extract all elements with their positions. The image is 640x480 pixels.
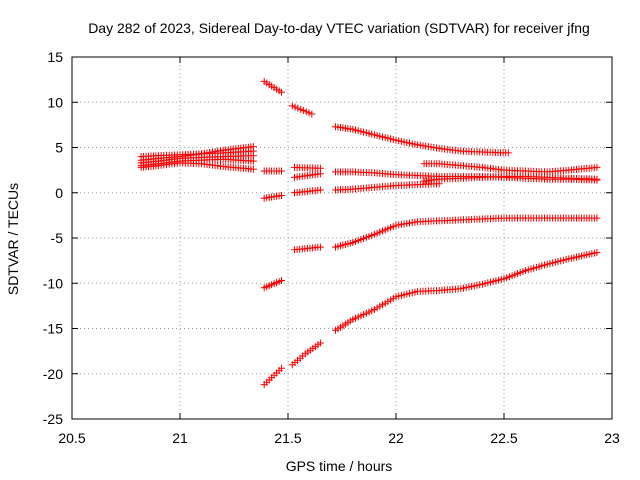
y-tick-label: 0 [55,185,63,201]
data-point-markers [137,159,257,173]
y-tick-label: -10 [43,275,63,291]
series-arc-b5 [260,364,285,389]
data-point-markers [260,364,285,389]
data-point-markers [291,243,324,254]
series-arc-b1 [260,77,285,96]
y-tick-label: 10 [47,94,63,110]
series-arc-d3 [332,180,443,194]
data-point-markers [260,77,285,96]
chart-title: Day 282 of 2023, Sidereal Day-to-day VTE… [88,20,590,36]
y-tick-label: -25 [43,411,63,427]
data-point-markers [332,249,601,334]
series-arc-b2 [260,167,285,175]
series-arc-d7 [332,249,601,334]
series-arc-a5 [137,159,257,173]
x-tick-label: 21 [172,430,188,446]
series-arc-c1 [288,102,316,118]
series-arc-c5 [291,243,324,254]
series-arc-d1 [332,123,512,157]
data-point-markers [332,123,512,157]
series-arc-b3 [260,192,285,202]
data-point-markers [291,186,324,197]
series-arc-c4 [291,186,324,197]
series-arc-b4 [260,277,285,292]
data-point-markers [288,102,316,118]
data-point-markers [291,163,324,172]
grid [72,57,612,419]
series-arc-c2 [291,163,324,172]
y-tick-label: -20 [43,366,63,382]
axis-ticks: 20.5 21 21.5 22 22.5 23 -25 -20 -15 -10 -5 0 5 10 15 [43,49,620,446]
y-axis-label: SDTVAR / TECUs [5,183,21,295]
data-point-markers [332,214,601,251]
data-point-markers [260,192,285,202]
data-point-markers [332,180,443,194]
data-point-markers [260,277,285,292]
data-point-markers [291,170,324,181]
series-arc-d4 [420,160,601,176]
data-marks [137,77,601,389]
y-tick-label: 15 [47,49,63,65]
data-point-markers [288,339,324,369]
series-arc-d5 [420,173,601,185]
x-axis-label: GPS time / hours [286,458,393,474]
x-tick-label: 23 [604,430,620,446]
data-point-markers [420,173,601,185]
x-tick-label: 22.5 [490,430,517,446]
x-tick-label: 20.5 [58,430,85,446]
y-tick-label: 5 [55,140,63,156]
y-tick-label: -5 [51,230,64,246]
data-point-markers [260,167,285,175]
series-arc-d6 [332,214,601,251]
y-tick-label: -15 [43,321,63,337]
series-arc-c3 [291,170,324,181]
series-arc-c6 [288,339,324,369]
x-tick-label: 22 [388,430,404,446]
x-tick-label: 21.5 [274,430,301,446]
data-point-markers [420,160,601,176]
